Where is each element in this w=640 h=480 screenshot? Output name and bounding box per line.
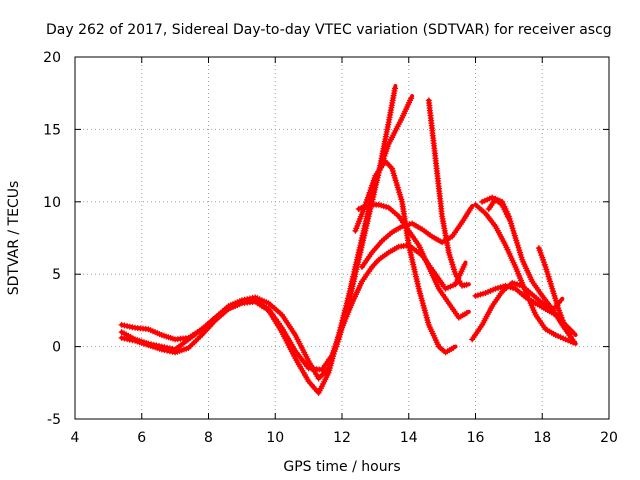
series-markers (469, 279, 564, 343)
series-markers (479, 194, 511, 220)
series-group (118, 84, 578, 396)
x-tick-label: 6 (137, 430, 146, 446)
series-sat-l (535, 245, 578, 346)
x-tick-label: 4 (71, 430, 80, 446)
axis-ticks: 4 6 8 10 12 14 16 18 20 -5 0 5 10 15 20 (43, 50, 618, 446)
series-markers (425, 97, 470, 289)
y-tick-label: 10 (43, 195, 61, 211)
series-sat-e (359, 204, 475, 270)
series-markers (535, 245, 577, 345)
x-tick-label: 18 (533, 430, 551, 446)
series-sat-m (479, 194, 511, 222)
x-tick-label: 16 (467, 430, 485, 446)
x-tick-label: 12 (333, 430, 351, 446)
series-sat-g (425, 97, 471, 289)
y-tick-label: 15 (43, 122, 61, 138)
y-axis-label: SDTVAR / TECUs (6, 181, 22, 296)
x-axis-label: GPS time / hours (283, 459, 400, 475)
series-sat-k (469, 279, 565, 343)
y-tick-label: 0 (52, 340, 61, 356)
series-markers (118, 242, 468, 373)
x-tick-label: 14 (400, 430, 418, 446)
series-markers (359, 205, 474, 270)
series-sat-f (355, 201, 471, 321)
x-tick-label: 20 (600, 430, 618, 446)
y-tick-label: 20 (43, 50, 61, 66)
chart-title: Day 262 of 2017, Sidereal Day-to-day VTE… (46, 22, 612, 38)
x-tick-label: 10 (266, 430, 284, 446)
y-tick-label: 5 (52, 267, 61, 283)
x-tick-label: 8 (204, 430, 213, 446)
y-tick-label: -5 (47, 412, 61, 428)
series-markers (355, 201, 470, 321)
series-markers (352, 158, 457, 356)
